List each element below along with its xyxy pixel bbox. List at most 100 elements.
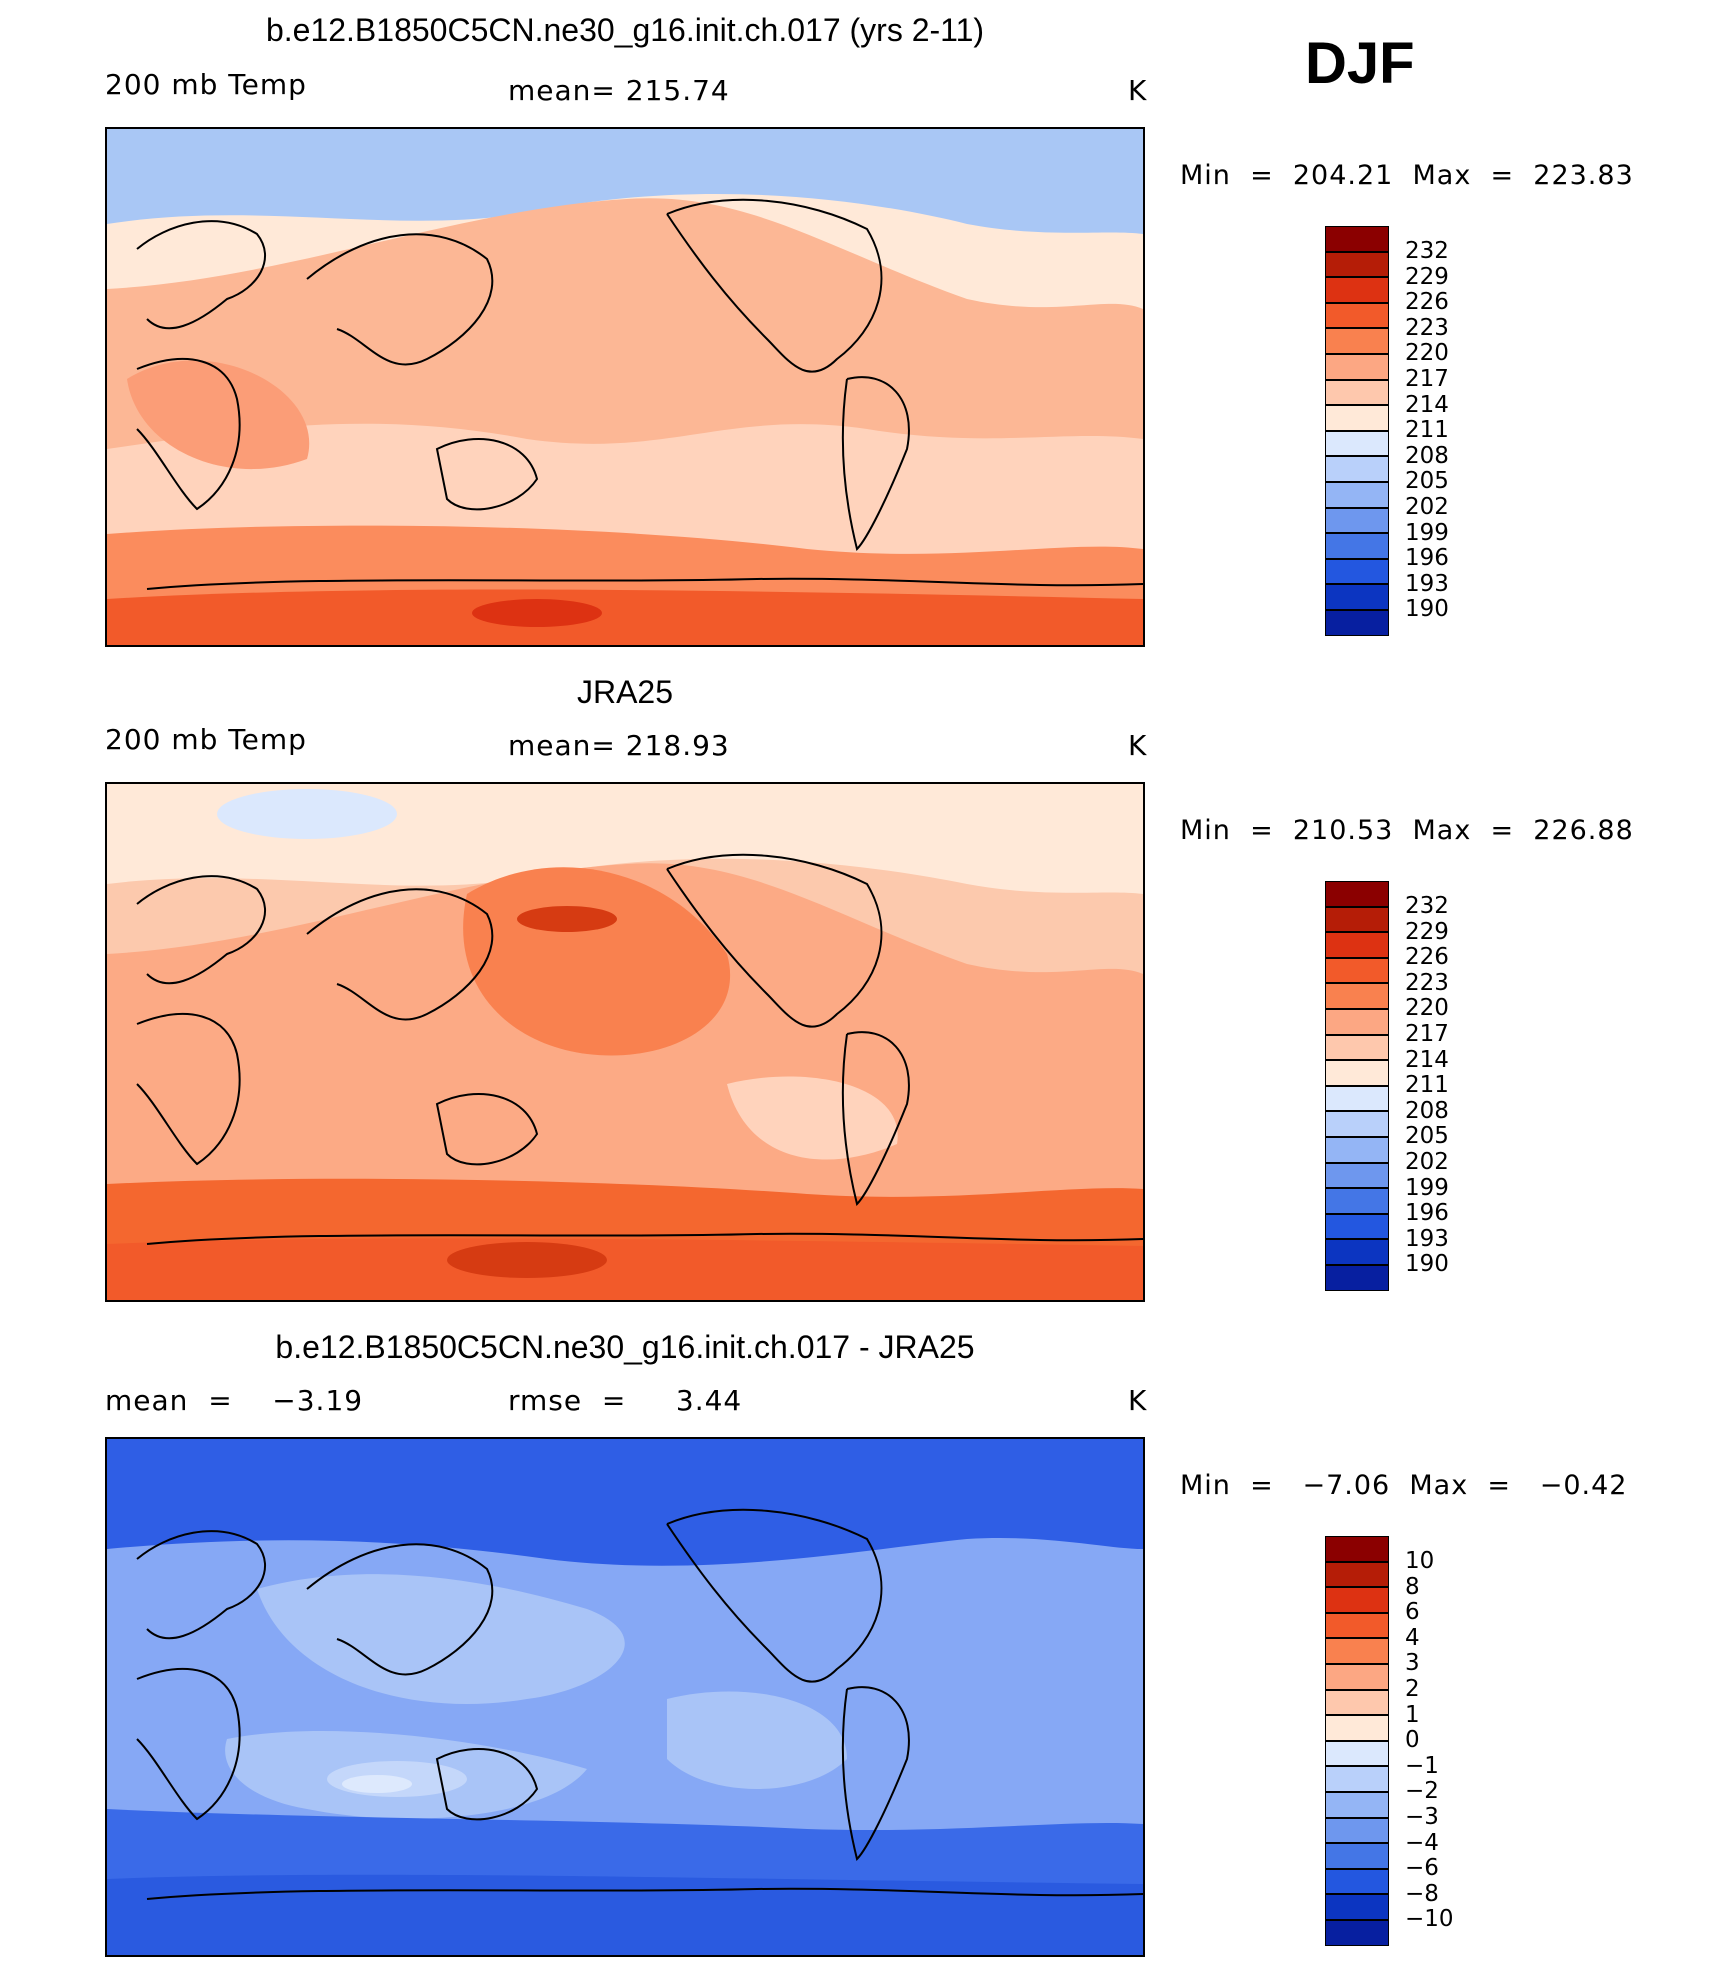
units-label: K [1128, 74, 1148, 107]
blob-three [517, 906, 617, 932]
colorbar-label: 208 [1405, 1097, 1449, 1124]
colorbar-label: 223 [1405, 314, 1449, 341]
colorbar-label: 232 [1405, 893, 1449, 919]
colorbar-label: 217 [1405, 366, 1449, 392]
colorbar: 232 229 226 223 220 217 214 211 208 205 … [1325, 881, 1449, 1291]
band-tropics-3 [667, 1691, 847, 1789]
colorbar-label: 193 [1405, 570, 1449, 597]
colorbar-box-13 [1325, 558, 1389, 585]
colorbar-label: 193 [1405, 1225, 1449, 1252]
colorbar-box-12 [1325, 533, 1389, 559]
colorbar-label: −1 [1405, 1752, 1439, 1779]
colorbar-box-15 [1325, 1265, 1389, 1291]
colorbar-label: 205 [1405, 468, 1449, 495]
colorbar-label: 190 [1405, 596, 1449, 623]
colorbar-label: 232 [1405, 238, 1449, 264]
colorbar-label: 6 [1405, 1599, 1420, 1626]
colorbar-box-14 [1325, 1894, 1389, 1920]
colorbar-box-10 [1325, 1792, 1389, 1818]
colorbar-label: 229 [1405, 263, 1449, 290]
colorbar-box-11 [1325, 1817, 1389, 1844]
min-max-label: Min = 204.21 Max = 223.83 [1180, 160, 1634, 191]
colorbar-label: 208 [1405, 442, 1449, 469]
blob-cold [217, 789, 397, 839]
blob-two [342, 1775, 412, 1793]
colorbar: 232 229 226 223 220 217 214 211 208 205 … [1325, 226, 1449, 636]
colorbar-label: 2 [1405, 1676, 1420, 1702]
colorbar-label: 226 [1405, 944, 1449, 971]
variable-label: 200 mb Temp [105, 723, 307, 756]
colorbar-box-6 [1325, 1034, 1389, 1061]
colorbar-box-4 [1325, 1638, 1389, 1664]
colorbar-box-4 [1325, 328, 1389, 354]
colorbar-label: 220 [1405, 995, 1449, 1022]
colorbar-box-15 [1325, 610, 1389, 636]
colorbar-box-15 [1325, 1920, 1389, 1946]
panel-title: JRA25 [576, 674, 674, 710]
colorbar-box-2 [1325, 932, 1389, 958]
map-svg [107, 784, 1143, 1300]
band-south [727, 1076, 898, 1160]
colorbar-box-3 [1325, 302, 1389, 329]
colorbar-label: 229 [1405, 918, 1449, 945]
units-label: K [1128, 729, 1148, 762]
colorbar-label: 190 [1405, 1251, 1449, 1278]
colorbar-box-4 [1325, 983, 1389, 1009]
colorbar-label: 4 [1405, 1624, 1420, 1651]
colorbar-label: 205 [1405, 1123, 1449, 1150]
colorbar-box-6 [1325, 1689, 1389, 1716]
panel-title: b.e12.B1850C5CN.ne30_g16.init.ch.017 - J… [275, 1329, 975, 1365]
colorbar-label: 199 [1405, 1174, 1449, 1201]
mean-label: mean = −3.19 [105, 1384, 364, 1417]
colorbar-label: 214 [1405, 391, 1449, 418]
colorbar-box-13 [1325, 1868, 1389, 1895]
colorbar-label: −6 [1405, 1855, 1439, 1882]
colorbar-label: −2 [1405, 1778, 1439, 1805]
variable-label: 200 mb Temp [105, 68, 307, 101]
blob-two [447, 1242, 607, 1278]
season-label: DJF [1305, 31, 1415, 96]
colorbar-box-0 [1325, 226, 1389, 252]
colorbar-box-9 [1325, 1766, 1389, 1792]
colorbar-box-7 [1325, 1060, 1389, 1086]
colorbar-box-8 [1325, 430, 1389, 457]
coastlines [136, 198, 1143, 590]
colorbar: 10 8 6 4 3 2 1 0 −1 −2 −3 −4 −6 −8 −10 [1325, 1536, 1454, 1946]
colorbar-box-9 [1325, 1111, 1389, 1137]
blob-two [472, 599, 602, 627]
colorbar-label: 10 [1405, 1548, 1435, 1574]
colorbar-box-5 [1325, 354, 1389, 380]
colorbar-box-9 [1325, 456, 1389, 482]
contour-map [105, 127, 1145, 647]
colorbar-box-8 [1325, 1740, 1389, 1767]
colorbar-label: −3 [1405, 1804, 1439, 1830]
colorbar-label: −8 [1405, 1880, 1439, 1907]
contour-map [105, 782, 1145, 1302]
colorbar-label: 202 [1405, 494, 1449, 520]
colorbar-label: 214 [1405, 1046, 1449, 1073]
colorbar-box-0 [1325, 1536, 1389, 1562]
band-antarctic [107, 1238, 1143, 1300]
colorbar-label: 199 [1405, 519, 1449, 546]
colorbar-box-12 [1325, 1843, 1389, 1869]
colorbar-label: 1 [1405, 1701, 1420, 1728]
coastlines [136, 1508, 1143, 1900]
colorbar-label: 211 [1405, 1072, 1449, 1099]
colorbar-box-12 [1325, 1188, 1389, 1214]
band-antarctic [107, 589, 1143, 645]
colorbar-label: 196 [1405, 1200, 1449, 1227]
colorbar-box-6 [1325, 379, 1389, 406]
colorbar-box-3 [1325, 1612, 1389, 1639]
band-tropics [257, 1574, 625, 1705]
colorbar-box-11 [1325, 1162, 1389, 1189]
colorbar-box-1 [1325, 906, 1389, 933]
colorbar-label: 223 [1405, 969, 1449, 996]
colorbar-box-14 [1325, 1239, 1389, 1265]
colorbar-label: 211 [1405, 417, 1449, 444]
colorbar-box-14 [1325, 584, 1389, 610]
colorbar-box-2 [1325, 277, 1389, 303]
colorbar-box-7 [1325, 1715, 1389, 1741]
colorbar-box-0 [1325, 881, 1389, 907]
colorbar-label: 202 [1405, 1149, 1449, 1175]
band-antarctic [107, 1874, 1143, 1955]
